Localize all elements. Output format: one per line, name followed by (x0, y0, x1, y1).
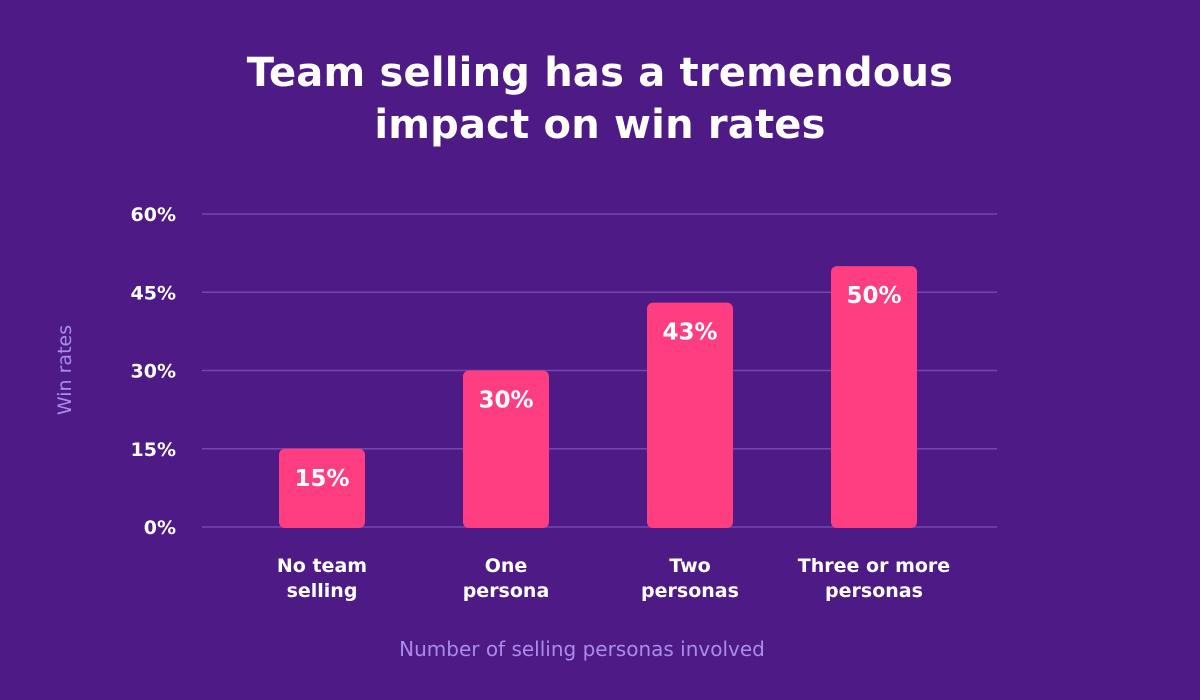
bar (831, 266, 917, 528)
bar-value-label: 15% (294, 466, 349, 492)
x-axis-title: Number of selling personas involved (399, 637, 765, 661)
bar (647, 302, 733, 528)
chart-title-line-1: Team selling has a tremendous (246, 50, 954, 96)
x-tick-label: No team (277, 555, 367, 577)
y-tick-label: 0% (144, 517, 176, 539)
bar (279, 448, 365, 528)
x-tick-label: personas (641, 580, 739, 602)
y-tick-label: 30% (131, 361, 176, 383)
y-axis-title: Win rates (54, 325, 76, 415)
y-tick-label: 60% (131, 204, 176, 226)
x-tick-label: Two (669, 555, 710, 577)
bar (463, 370, 549, 528)
bar-data-labels: 15% 30% 43% 50% (294, 283, 901, 492)
bars (279, 266, 917, 528)
x-tick-label: One (485, 555, 528, 577)
x-tick-label: personas (825, 580, 923, 602)
y-axis-tick-labels: 0% 15% 30% 45% 60% (131, 204, 176, 539)
bar-value-label: 43% (662, 320, 717, 346)
x-tick-label: selling (287, 580, 358, 602)
bar-value-label: 30% (478, 388, 533, 414)
x-axis-tick-labels: No team selling One persona Two personas Three… (277, 555, 950, 602)
chart-title-line-2: impact on win rates (374, 102, 826, 148)
bar-value-label: 50% (846, 283, 901, 309)
x-tick-label: persona (463, 580, 550, 602)
x-tick-label: Three or more (798, 555, 950, 577)
y-tick-label: 45% (131, 282, 176, 304)
y-tick-label: 15% (131, 439, 176, 461)
